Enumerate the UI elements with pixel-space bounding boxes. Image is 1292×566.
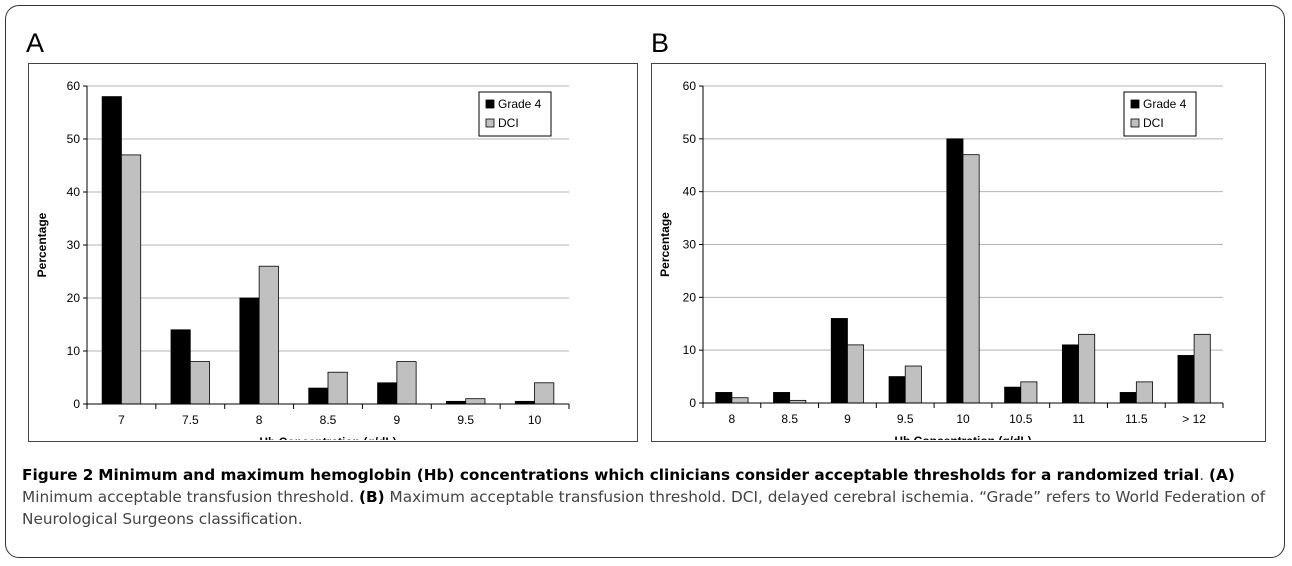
bar-grade4 xyxy=(170,329,191,405)
bar-dci xyxy=(1193,333,1211,404)
panel-a-letter: A xyxy=(26,28,45,58)
chart-b: 0 10 20 30 40 50 60 8 8.5 9 9.5 10 10.5 11 11.5 > 12 Hb … xyxy=(658,79,1224,448)
caption-a-text: Minimum acceptable transfusion threshold… xyxy=(22,488,355,506)
x-tick-label: 9 xyxy=(394,413,401,427)
bar-grade4 xyxy=(239,297,260,405)
x-axis-label: Hb Concentration (g/dL) xyxy=(894,434,1031,440)
bar-grade4 xyxy=(1004,386,1022,404)
caption-b-text: Maximum acceptable transfusion threshold… xyxy=(22,488,1266,528)
x-tick-label: 8.5 xyxy=(320,413,337,427)
x-tick-label: 11 xyxy=(1072,412,1085,426)
y-tick-label: 50 xyxy=(67,132,81,146)
legend-label-grade4: Grade 4 xyxy=(498,97,542,111)
y-tick-label: 10 xyxy=(683,343,697,357)
x-tick-label: 9.5 xyxy=(457,413,474,427)
bar-dci xyxy=(847,344,865,404)
bar-dci xyxy=(1135,381,1153,404)
legend-box xyxy=(478,91,552,137)
bar-dci xyxy=(962,154,980,404)
caption-title: Minimum and maximum hemoglobin (Hb) conc… xyxy=(98,466,1200,484)
x-tick-label: 7 xyxy=(118,413,125,427)
bar-dci xyxy=(534,382,555,405)
y-axis-label: Percentage xyxy=(658,212,672,277)
x-tick-label: 8 xyxy=(256,413,263,427)
y-tick-label: 20 xyxy=(683,290,697,304)
bar-dci xyxy=(1020,381,1038,404)
figure-caption: Figure 2 Minimum and maximum hemoglobin … xyxy=(22,466,1266,528)
y-tick-label: 10 xyxy=(67,344,81,358)
y-axis-label: Percentage xyxy=(35,212,49,277)
y-tick-label: 30 xyxy=(67,238,81,252)
bar-dci xyxy=(258,265,279,405)
bar-grade4 xyxy=(888,376,906,404)
x-tick-label: 11.5 xyxy=(1125,412,1148,426)
caption-a-label: (A) xyxy=(1208,466,1235,484)
bar-dci xyxy=(731,397,749,404)
bar-grade4 xyxy=(773,392,791,404)
y-tick-label: 30 xyxy=(683,238,697,252)
bar-dci xyxy=(189,361,210,405)
bar-dci xyxy=(396,361,417,405)
legend-swatch-grade4 xyxy=(485,99,495,109)
bar-grade4 xyxy=(1119,392,1137,404)
bar-grade4 xyxy=(1061,344,1079,404)
y-tick-label: 0 xyxy=(689,396,696,410)
chart-a: 0 10 20 30 40 50 60 7 7.5 8 8.5 9 9.5 10 Hb Concentrat… xyxy=(35,79,570,449)
caption-b-label: (B) xyxy=(359,488,385,506)
y-tick-label: 50 xyxy=(683,132,697,146)
y-tick-label: 60 xyxy=(67,79,81,93)
bar-grade4 xyxy=(715,392,733,404)
y-tick-label: 40 xyxy=(683,185,697,199)
legend-swatch-dci xyxy=(485,118,495,128)
x-axis-label: Hb Concentration (g/dL) xyxy=(259,435,396,440)
bar-dci xyxy=(121,154,142,405)
x-tick-label: 8.5 xyxy=(781,412,798,426)
x-tick-label: 9 xyxy=(844,412,851,426)
caption-figure-label: Figure 2 xyxy=(22,466,94,484)
x-tick-label: 8 xyxy=(729,412,736,426)
legend-swatch-dci xyxy=(1130,118,1140,128)
legend-box xyxy=(1123,91,1197,137)
bar-grade4 xyxy=(308,387,329,405)
y-tick-label: 40 xyxy=(67,185,81,199)
x-tick-label: 10 xyxy=(528,413,542,427)
bar-grade4 xyxy=(946,138,964,404)
x-tick-label: 10 xyxy=(956,412,970,426)
bar-grade4 xyxy=(830,318,848,404)
x-tick-label: 7.5 xyxy=(182,413,199,427)
panel-b-letter: B xyxy=(651,28,670,58)
bar-dci xyxy=(904,365,922,404)
y-tick-label: 0 xyxy=(73,397,80,411)
bar-dci xyxy=(465,398,486,405)
y-tick-label: 60 xyxy=(683,79,697,93)
chart-a-box: 0 10 20 30 40 50 60 7 7.5 8 8.5 9 9.5 10 Hb Concentrat… xyxy=(28,63,638,449)
bar-dci xyxy=(327,371,348,405)
x-tick-label: > 12 xyxy=(1182,412,1206,426)
bar-grade4 xyxy=(101,96,122,405)
x-tick-label: 9.5 xyxy=(897,412,914,426)
chart-b-box: 0 10 20 30 40 50 60 8 8.5 9 9.5 10 10.5 11 11.5 > 12 Hb … xyxy=(651,63,1266,448)
y-tick-label: 20 xyxy=(67,291,81,305)
x-tick-label: 10.5 xyxy=(1009,412,1033,426)
bar-grade4 xyxy=(377,382,398,405)
bar-dci xyxy=(1078,333,1096,404)
bar-grade4 xyxy=(1177,355,1195,404)
legend-label-dci: DCI xyxy=(498,116,519,130)
legend-label-dci: DCI xyxy=(1143,116,1164,130)
legend-swatch-grade4 xyxy=(1130,99,1140,109)
legend-label-grade4: Grade 4 xyxy=(1143,97,1187,111)
